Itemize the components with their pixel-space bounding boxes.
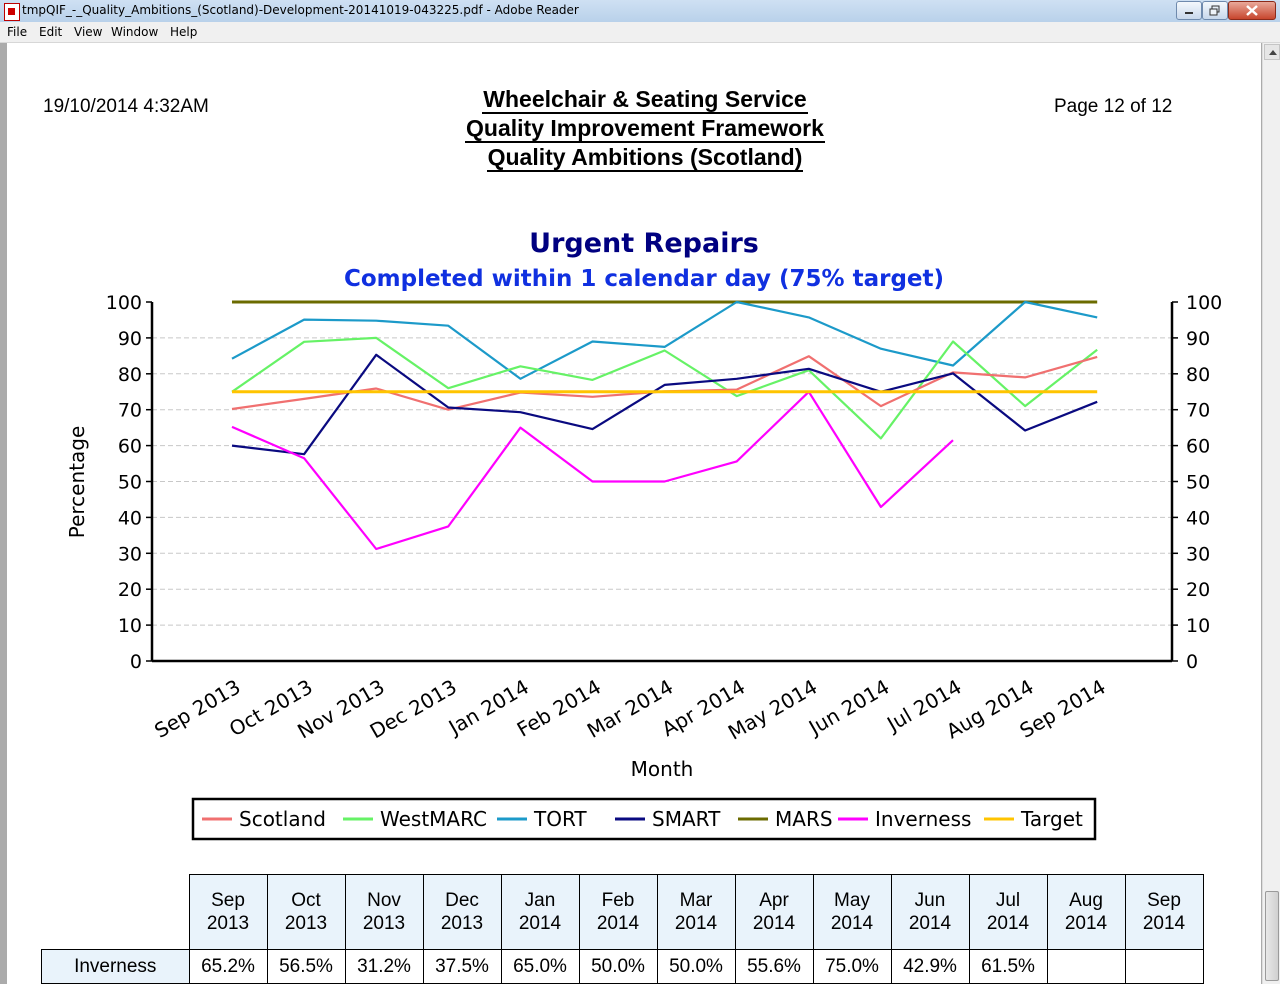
series-line-smart — [231, 353, 1098, 456]
y-tick-label: 0 — [130, 651, 142, 673]
series-line-tort — [231, 300, 1098, 380]
table-cell: 75.0% — [812, 949, 892, 984]
minimize-icon — [1185, 12, 1193, 14]
page-number: Page 12 of 12 — [1054, 96, 1173, 117]
series-line-scotland — [231, 355, 1098, 411]
y-tick-label: 50 — [118, 472, 142, 494]
table-column-header: Nov 2013 — [344, 874, 424, 950]
table-cell: 65.2% — [188, 949, 268, 984]
x-tick-label: Jun 2014 — [803, 675, 893, 741]
menu-edit[interactable]: Edit — [39, 25, 63, 39]
table-column-header: Aug 2014 — [1046, 874, 1126, 950]
y-tick-label: 60 — [118, 436, 142, 458]
series-line-westmarc — [231, 336, 1098, 440]
urgent-repairs-chart: Urgent Repairs Completed within 1 calenda… — [65, 228, 1222, 841]
report-date: 19/10/2014 4:32AM — [43, 96, 209, 117]
y-tick-label-right: 90 — [1186, 328, 1210, 350]
y-tick-label-right: 70 — [1186, 400, 1210, 422]
table-column-header: Feb 2014 — [578, 874, 658, 950]
table-cell: 56.5% — [266, 949, 346, 984]
table-header-row: Sep 2013 Oct 2013 Nov 2013 Dec 2013 Jan 2014 Feb 20… — [41, 874, 1204, 950]
table-cell: 65.0% — [500, 949, 580, 984]
legend-label: Inverness — [875, 807, 971, 831]
restore-icon — [1209, 5, 1220, 16]
y-tick-label-right: 10 — [1186, 615, 1210, 637]
y-tick-label: 100 — [106, 292, 142, 314]
y-tick-label-right: 40 — [1186, 507, 1210, 529]
y-tick-label: 70 — [118, 400, 142, 422]
table-cell: 61.5% — [968, 949, 1048, 984]
series-line-inverness — [231, 390, 954, 551]
report-title-line-3: Quality Ambitions (Scotland) — [486, 144, 804, 172]
y-axis-label: Percentage — [65, 426, 89, 539]
table-corner — [41, 874, 190, 950]
y-tick-label: 30 — [118, 543, 142, 565]
y-tick-label-right: 50 — [1186, 472, 1210, 494]
data-table: Sep 2013 Oct 2013 Nov 2013 Dec 2013 Jan 2014 Feb 20… — [41, 874, 1204, 984]
chart-title: Urgent Repairs — [529, 228, 759, 259]
table-column-header: May 2014 — [812, 874, 892, 950]
menu-view[interactable]: View — [74, 25, 103, 39]
table-column-header: Sep 2014 — [1124, 874, 1204, 950]
table-cell — [1124, 949, 1204, 984]
y-tick-label-right: 100 — [1186, 292, 1222, 314]
legend-label: Target — [1020, 807, 1083, 831]
y-tick-label: 20 — [118, 579, 142, 601]
table-row-header: Inverness — [41, 949, 190, 984]
table-cell: 50.0% — [656, 949, 736, 984]
menu-file[interactable]: File — [7, 25, 28, 39]
table-cell: 37.5% — [422, 949, 502, 984]
table-cell: 55.6% — [734, 949, 814, 984]
close-icon — [1246, 5, 1258, 16]
table-column-header: Oct 2013 — [266, 874, 346, 950]
y-tick-label-right: 80 — [1186, 364, 1210, 386]
y-tick-label: 90 — [118, 328, 142, 350]
legend-label: MARS — [775, 807, 833, 831]
table-column-header: Jan 2014 — [500, 874, 580, 950]
x-tick-label: Sep 2013 — [150, 675, 244, 743]
legend-label: SMART — [652, 807, 721, 831]
scroll-up-icon[interactable] — [1264, 44, 1280, 60]
chart-subtitle: Completed within 1 calendar day (75% tar… — [344, 266, 944, 292]
table-column-header: Dec 2013 — [422, 874, 502, 950]
y-tick-label-right: 0 — [1186, 651, 1198, 673]
document-page: 19/10/2014 4:32AM Page 12 of 12 Wheelcha… — [7, 43, 1261, 984]
y-tick-label: 10 — [118, 615, 142, 637]
report-title-line-2: Quality Improvement Framework — [465, 115, 825, 143]
scrollbar-thumb[interactable] — [1265, 891, 1279, 981]
report-title: Wheelchair & Seating Service Quality Imp… — [437, 85, 853, 172]
legend-label: Scotland — [239, 807, 326, 831]
table-cell: 31.2% — [344, 949, 424, 984]
window-titlebar: tmpQIF_-_Quality_Ambitions_(Scotland)-De… — [0, 0, 1280, 23]
table-column-header: Apr 2014 — [734, 874, 814, 950]
window-title: tmpQIF_-_Quality_Ambitions_(Scotland)-De… — [22, 3, 579, 17]
table-cell: 42.9% — [890, 949, 970, 984]
restore-button[interactable] — [1202, 1, 1228, 20]
table-row: Inverness 65.2% 56.5% 31.2% 37.5% 65.0% 50.0% 5… — [41, 949, 1204, 984]
close-button[interactable] — [1228, 1, 1276, 20]
menu-bar: File Edit View Window Help — [0, 22, 1280, 43]
report-title-line-1: Wheelchair & Seating Service — [482, 86, 808, 114]
table-column-header: Mar 2014 — [656, 874, 736, 950]
x-axis-label: Month — [631, 757, 694, 781]
y-tick-label: 40 — [118, 507, 142, 529]
table-column-header: Jul 2014 — [968, 874, 1048, 950]
y-tick-label-right: 60 — [1186, 436, 1210, 458]
legend-label: WestMARC — [380, 807, 487, 831]
pdf-icon — [4, 3, 20, 21]
table-cell — [1046, 949, 1126, 984]
y-tick-label-right: 20 — [1186, 579, 1210, 601]
table-cell: 50.0% — [578, 949, 658, 984]
table-column-header: Sep 2013 — [188, 874, 268, 950]
menu-help[interactable]: Help — [170, 25, 198, 39]
table-column-header: Jun 2014 — [890, 874, 970, 950]
menu-window[interactable]: Window — [111, 25, 159, 39]
minimize-button[interactable] — [1176, 1, 1202, 20]
y-tick-label-right: 30 — [1186, 543, 1210, 565]
y-tick-label: 80 — [118, 364, 142, 386]
vertical-scrollbar[interactable] — [1262, 43, 1280, 984]
legend-label: TORT — [533, 807, 587, 831]
